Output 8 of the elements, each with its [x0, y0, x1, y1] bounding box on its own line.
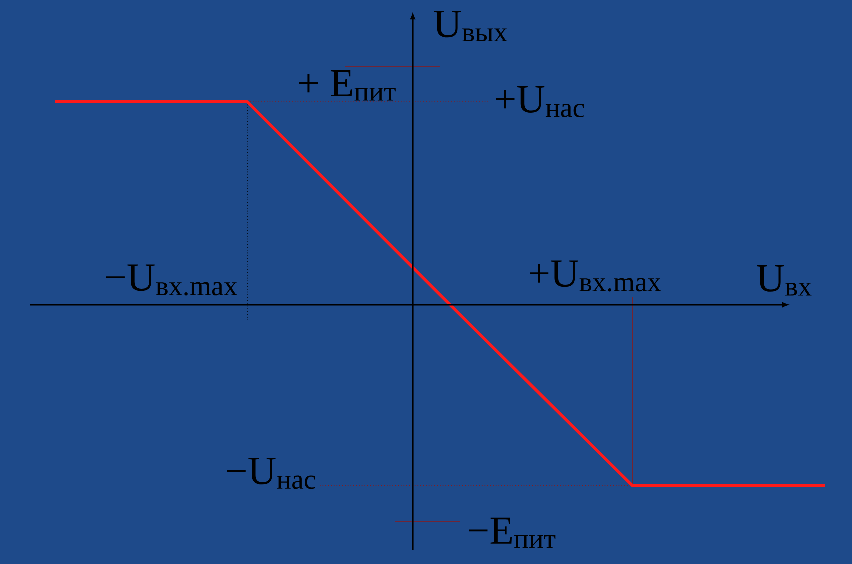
text: + E$_{пит}$: [299, 70, 396, 101]
annotation: +U$_{вх.max}$: [530, 260, 662, 292]
annotation: −U$_{нас}$: [227, 458, 316, 490]
annotation: −U$_{вх.max}$: [106, 264, 238, 296]
y-axis-title: U$_{вых}$: [434, 11, 508, 42]
x-axis-title: U$_{вх}$: [757, 265, 812, 296]
text: −E$_{пит}$: [469, 518, 556, 548]
annotation: +U$_{нас}$: [496, 86, 584, 118]
